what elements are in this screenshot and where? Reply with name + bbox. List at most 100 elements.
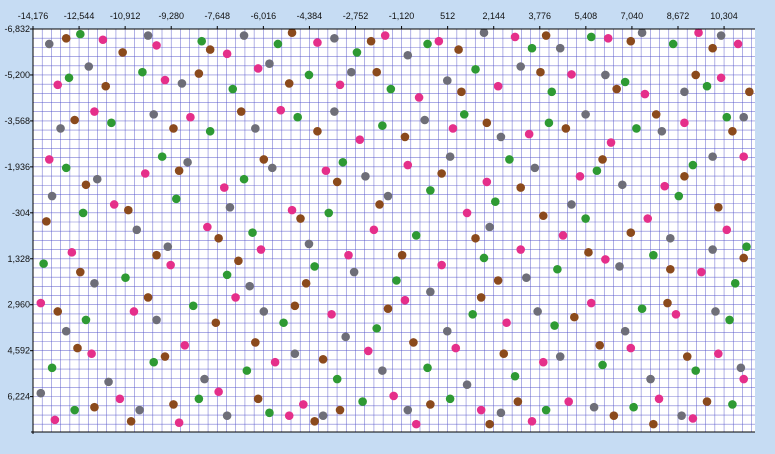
data-point [541,405,551,415]
y-tick-label: -304 [12,208,30,218]
data-point [601,70,610,80]
y-tick-label: -6,832 [4,24,30,34]
data-point [64,73,74,83]
data-point [403,50,413,60]
data-point [248,228,257,237]
data-point [426,186,435,195]
data-point [183,157,192,167]
data-point [462,380,472,389]
data-point [70,405,79,415]
data-point [691,70,701,80]
data-point [236,107,246,116]
data-point [674,191,684,201]
data-point [76,267,85,277]
y-tick-label: 1,328 [7,254,30,264]
data-point [194,69,204,78]
data-point [739,152,749,161]
data-point [620,77,630,87]
data-point [434,36,444,46]
y-tick-label: 2,960 [7,300,30,310]
data-point [304,70,314,80]
data-point [304,239,314,249]
data-point [499,349,509,359]
data-point [259,307,269,316]
data-point [680,118,689,128]
data-point [657,126,667,136]
data-point [327,309,336,319]
data-point [171,194,181,204]
data-point [369,225,379,235]
data-point [550,321,559,330]
data-point [318,355,328,364]
data-point [637,304,647,313]
data-point [459,110,469,119]
data-point [251,338,260,347]
data-point [332,177,342,187]
x-tick-label: 7,040 [621,11,644,21]
data-point [666,233,675,243]
data-point [403,160,413,170]
data-point [366,36,376,46]
y-axis-tick-labels: -6,832 -5,200 -3,568 -1,936 -304 1,328 2,960 4,… [4,24,33,402]
data-point [716,73,726,83]
x-tick-label: -2,752 [343,11,369,21]
data-point [694,28,703,38]
data-point [84,62,94,71]
data-point [39,259,48,268]
data-point [287,28,297,38]
data-point [363,346,373,356]
data-point [570,312,579,322]
data-point [53,80,63,90]
data-point [344,250,353,260]
data-point [510,32,520,42]
data-point [293,112,302,122]
data-point [482,118,492,128]
x-tick-label: 512 [440,11,455,21]
data-point [414,93,424,102]
data-point [454,45,463,54]
data-point [649,250,658,260]
data-point [267,163,277,173]
data-point [140,169,150,178]
data-point [423,39,432,49]
data-point [70,115,79,125]
x-tick-label: 5,408 [575,11,598,21]
data-point [109,200,119,209]
data-point [253,64,263,73]
data-point [702,81,712,91]
data-point [284,79,294,88]
data-point [589,402,599,412]
data-point [287,205,297,215]
data-point [273,39,283,49]
x-tick-label: 2,144 [482,11,505,21]
data-point [581,110,590,119]
data-point [722,225,732,235]
data-point [586,32,596,42]
data-point [205,126,215,136]
data-point [90,402,99,412]
data-point [598,360,607,370]
data-point [239,174,249,184]
data-point [553,264,562,274]
data-point [426,287,435,297]
data-point [36,298,46,308]
data-point [90,107,99,116]
data-point [586,298,596,308]
data-point [177,79,187,88]
data-point [728,400,737,409]
data-point [330,34,339,43]
data-point [632,124,641,133]
data-point [61,163,71,173]
data-point [265,59,274,68]
x-tick-label: -1,120 [389,11,415,21]
data-point [143,31,153,40]
data-point [725,315,734,325]
data-point [538,357,548,367]
data-point [47,363,57,373]
data-point [555,352,565,361]
data-point [205,45,215,54]
data-point [629,402,638,412]
data-point [442,326,452,336]
data-point [361,172,370,181]
